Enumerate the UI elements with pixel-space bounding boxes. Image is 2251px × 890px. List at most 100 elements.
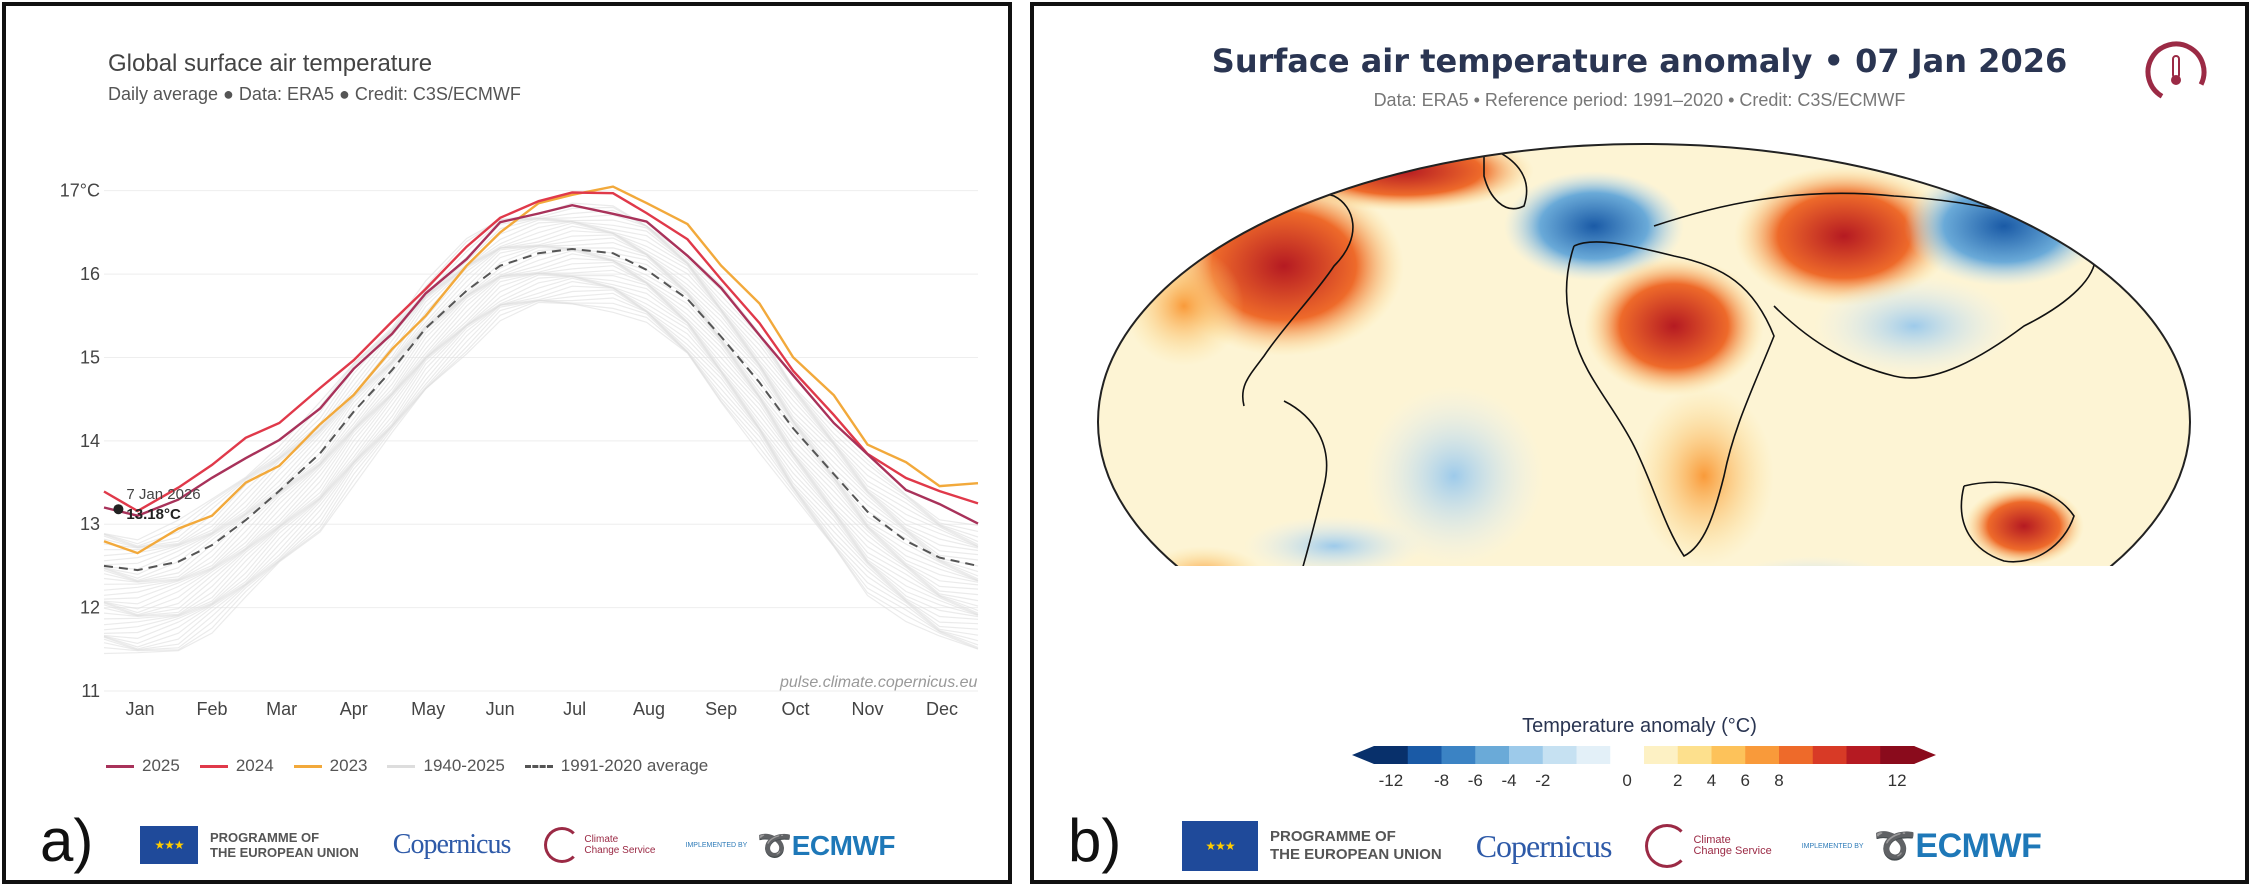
background-year-line (103, 280, 979, 640)
background-year-line (103, 297, 979, 651)
series-line-2024 (103, 191, 979, 513)
eu-flag-icon: ★★★ (140, 826, 198, 864)
annotation-date: 7 Jan 2026 (126, 486, 200, 503)
ecmwf-logo: ➰ECMWF (757, 829, 895, 861)
x-tick-label: Jan (126, 699, 155, 719)
panel-label-b: b) (1068, 807, 1122, 874)
legend-item: 2023 (293, 756, 368, 776)
legend-item: 1991-2020 average (524, 756, 709, 776)
colorbar-swatch (1711, 746, 1746, 764)
legend-label: 1991-2020 average (560, 756, 709, 775)
colorbar-tick-label: -6 (1468, 771, 1483, 790)
y-tick-label: 17°C (60, 181, 100, 201)
x-tick-label: Apr (340, 699, 368, 719)
colorbar-swatch (1779, 746, 1814, 764)
implemented-by: IMPLEMENTED BY (1801, 842, 1864, 850)
legend-swatch (199, 764, 228, 768)
y-tick-label: 16 (80, 264, 100, 284)
colorbar-tick-label: 2 (1673, 771, 1682, 790)
colorbar-swatch (1475, 746, 1510, 764)
legend-item: 1940-2025 (387, 756, 505, 776)
legend-swatch (524, 764, 553, 768)
panel-b: Surface air temperature anomaly • 07 Jan… (1030, 2, 2249, 884)
eu-text: PROGRAMME OF THE EUROPEAN UNION (210, 830, 359, 860)
annotation-point (113, 504, 124, 515)
map-subtitle: Data: ERA5 • Reference period: 1991–2020… (1373, 90, 1906, 110)
panel-a: Global surface air temperature Daily ave… (2, 2, 1012, 884)
colorbar-swatch (1610, 746, 1645, 764)
legend-item: 2025 (106, 756, 180, 776)
x-tick-label: Oct (782, 699, 810, 719)
background-year-line (103, 206, 979, 545)
y-tick-label: 14 (80, 431, 100, 451)
eu-flag-icon: ★★★ (1182, 821, 1258, 871)
background-year-line (103, 289, 979, 648)
copernicus-logo: Copernicus (1475, 827, 1613, 864)
colorbar-title: Temperature anomaly (°C) (1522, 715, 1757, 737)
chart-subtitle: Daily average ● Data: ERA5 ● Credit: C3S… (108, 84, 521, 104)
colorbar-swatch (1745, 746, 1780, 764)
ecmwf-logo: ➰ECMWF (1873, 827, 2042, 865)
colorbar-swatch (1374, 746, 1409, 764)
anomaly-map (1097, 143, 2191, 566)
x-tick-label: Mar (266, 699, 297, 719)
background-year-line (103, 225, 979, 570)
x-tick-label: Jul (563, 699, 586, 719)
eu-text: PROGRAMME OF THE EUROPEAN UNION (1270, 828, 1442, 863)
series-line-2023 (103, 185, 979, 555)
ccs-logo: Climate Change Service (544, 827, 656, 863)
background-year-line (103, 285, 979, 645)
y-tick-label: 12 (80, 598, 100, 618)
colorbar-extend-high (1914, 746, 1936, 764)
background-year-line (103, 261, 979, 614)
x-tick-label: Sep (705, 699, 737, 719)
panel-label-a: a) (40, 807, 94, 874)
colorbar-tick-label: -2 (1535, 771, 1550, 790)
chart-title: Global surface air temperature (108, 50, 433, 77)
colorbar-swatch (1846, 746, 1881, 764)
background-year-line (103, 253, 979, 605)
background-year-line (103, 222, 979, 566)
x-tick-label: Jun (486, 699, 515, 719)
background-year-line (103, 257, 979, 610)
colorbar-swatch (1880, 746, 1915, 764)
background-year-line (103, 230, 979, 576)
legend-label: 2024 (235, 756, 274, 775)
colorbar-tick-label: 6 (1741, 771, 1750, 790)
colorbar-tick-label: 4 (1707, 771, 1716, 790)
x-tick-label: Dec (926, 699, 958, 719)
background-year-line (103, 301, 979, 655)
background-year-line (103, 277, 979, 634)
background-year-line (103, 250, 979, 600)
colorbar-swatch (1644, 746, 1679, 764)
copernicus-logo: Copernicus (392, 829, 512, 860)
colorbar-tick-label: -12 (1379, 771, 1404, 790)
annotation-value: 13.18°C (126, 506, 181, 523)
colorbar-tick-label: 12 (1888, 771, 1907, 790)
colorbar-swatch (1407, 746, 1442, 764)
c3s-logo-icon (2145, 41, 2207, 103)
series-line-2025 (103, 203, 979, 525)
colorbar-swatch (1576, 746, 1611, 764)
colorbar-tick-label: -4 (1501, 771, 1516, 790)
background-year-line (103, 275, 979, 626)
x-tick-label: May (411, 699, 445, 719)
chart-credit: pulse.climate.copernicus.eu (780, 674, 978, 691)
colorbar-extend-low (1352, 746, 1374, 764)
ccs-logo: Climate Change Service (1645, 824, 1772, 868)
legend-item: 2024 (199, 756, 274, 776)
legend-label: 2023 (329, 756, 368, 775)
legend-swatch (106, 764, 134, 768)
map-title: Surface air temperature anomaly • 07 Jan… (1211, 42, 2068, 80)
x-tick-label: Nov (852, 699, 884, 719)
thermometer-icon (544, 827, 581, 863)
colorbar-swatch (1812, 746, 1847, 764)
background-year-line (103, 234, 979, 579)
x-tick-label: Aug (633, 699, 665, 719)
x-tick-label: Feb (197, 699, 228, 719)
colorbar-tick-label: -8 (1434, 771, 1449, 790)
series-line-1991-2020-average (103, 247, 979, 572)
background-year-line (103, 248, 979, 596)
legend-swatch (293, 764, 322, 768)
legend-swatch (387, 764, 416, 768)
